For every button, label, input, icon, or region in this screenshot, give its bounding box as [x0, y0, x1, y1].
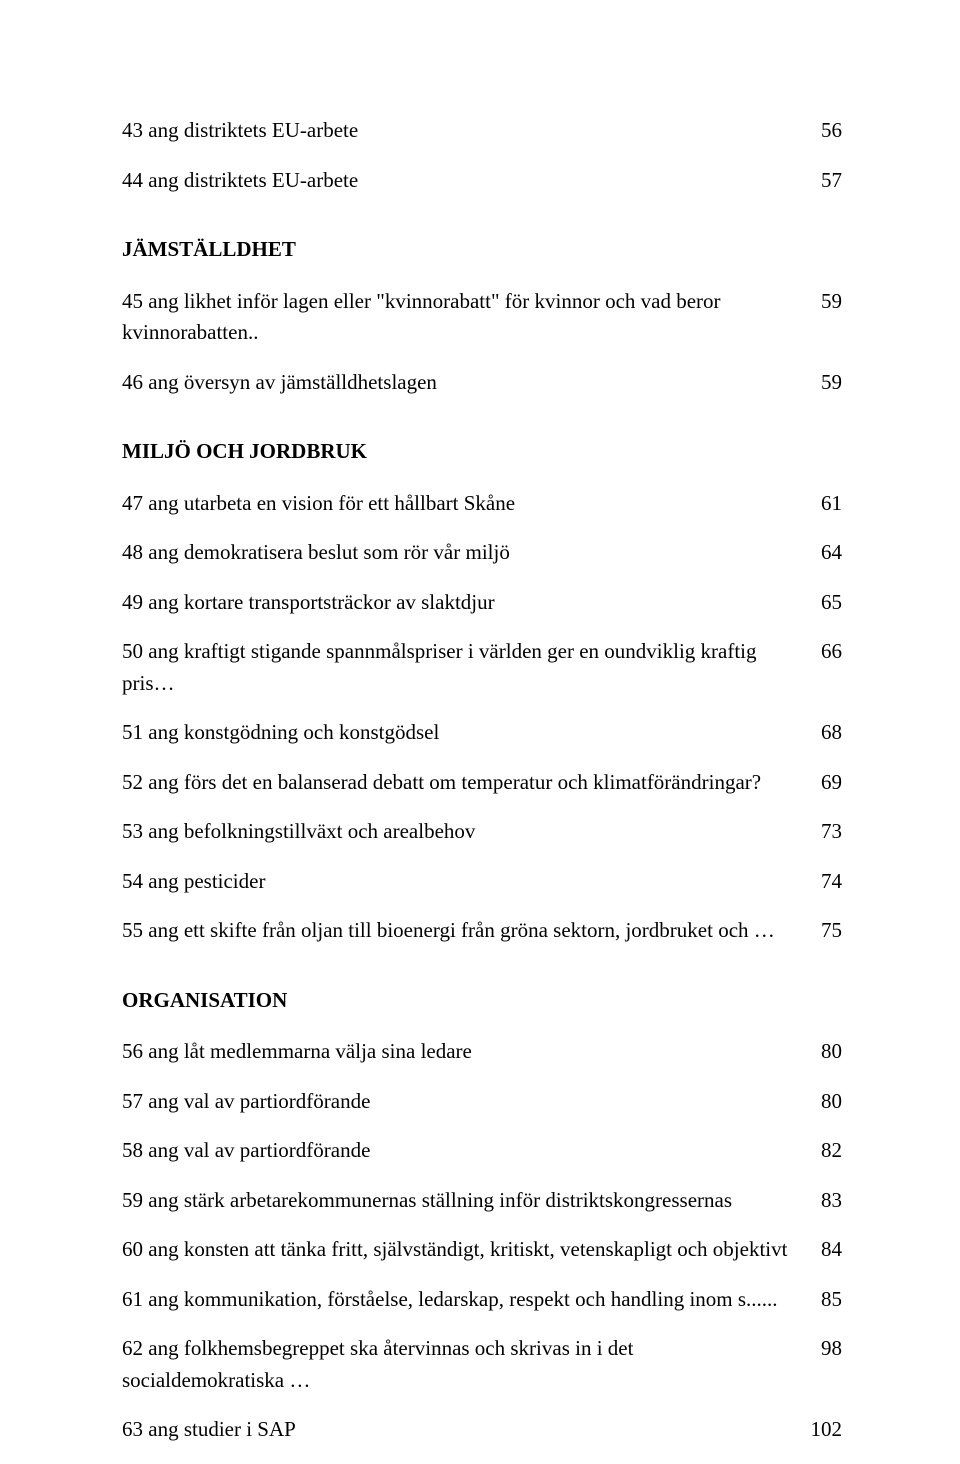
- toc-entry-page: 102: [802, 1414, 842, 1446]
- toc-entry-label: 50 ang kraftigt stigande spannmålspriser…: [122, 636, 802, 699]
- toc-entry: 45 ang likhet inför lagen eller "kvinnor…: [122, 286, 842, 349]
- toc-entry-page: 85: [802, 1284, 842, 1316]
- toc-entry-label: 61 ang kommunikation, förståelse, ledars…: [122, 1284, 802, 1316]
- toc-entry: 43 ang distriktets EU-arbete56: [122, 115, 842, 147]
- toc-entry: 57 ang val av partiordförande80: [122, 1086, 842, 1118]
- toc-entry-label: 43 ang distriktets EU-arbete: [122, 115, 802, 147]
- toc-entry-page: 80: [802, 1086, 842, 1118]
- toc-entry-page: 65: [802, 587, 842, 619]
- toc-entry: 50 ang kraftigt stigande spannmålspriser…: [122, 636, 842, 699]
- toc-entry-page: 82: [802, 1135, 842, 1167]
- table-of-contents: 43 ang distriktets EU-arbete5644 ang dis…: [0, 0, 960, 1446]
- section-heading: MILJÖ OCH JORDBRUK: [122, 436, 842, 468]
- toc-entry: 62 ang folkhemsbegreppet ska återvinnas …: [122, 1333, 842, 1396]
- toc-entry-page: 59: [802, 286, 842, 318]
- toc-entry-label: 55 ang ett skifte från oljan till bioene…: [122, 915, 802, 947]
- toc-entry-page: 68: [802, 717, 842, 749]
- toc-entry: 60 ang konsten att tänka fritt, självstä…: [122, 1234, 842, 1266]
- toc-entry-page: 66: [802, 636, 842, 668]
- toc-entry: 44 ang distriktets EU-arbete57: [122, 165, 842, 197]
- toc-entry-page: 69: [802, 767, 842, 799]
- toc-entry: 46 ang översyn av jämställdhetslagen59: [122, 367, 842, 399]
- toc-entry-page: 83: [802, 1185, 842, 1217]
- toc-entry-page: 98: [802, 1333, 842, 1365]
- toc-entry: 54 ang pesticider74: [122, 866, 842, 898]
- toc-entry: 59 ang stärk arbetarekommunernas ställni…: [122, 1185, 842, 1217]
- toc-entry-label: 53 ang befolkningstillväxt och arealbeho…: [122, 816, 802, 848]
- toc-entry-label: 59 ang stärk arbetarekommunernas ställni…: [122, 1185, 802, 1217]
- toc-entry-page: 74: [802, 866, 842, 898]
- toc-entry: 48 ang demokratisera beslut som rör vår …: [122, 537, 842, 569]
- toc-entry: 58 ang val av partiordförande82: [122, 1135, 842, 1167]
- toc-entry-label: 46 ang översyn av jämställdhetslagen: [122, 367, 802, 399]
- toc-entry-page: 73: [802, 816, 842, 848]
- toc-entry-label: 63 ang studier i SAP: [122, 1414, 802, 1446]
- toc-entry-label: 44 ang distriktets EU-arbete: [122, 165, 802, 197]
- toc-entry: 61 ang kommunikation, förståelse, ledars…: [122, 1284, 842, 1316]
- toc-entry: 63 ang studier i SAP102: [122, 1414, 842, 1446]
- toc-entry-label: 58 ang val av partiordförande: [122, 1135, 802, 1167]
- toc-entry: 53 ang befolkningstillväxt och arealbeho…: [122, 816, 842, 848]
- toc-entry-page: 56: [802, 115, 842, 147]
- section-heading: JÄMSTÄLLDHET: [122, 234, 842, 266]
- toc-entry-label: 47 ang utarbeta en vision för ett hållba…: [122, 488, 802, 520]
- toc-entry-page: 57: [802, 165, 842, 197]
- toc-entry: 56 ang låt medlemmarna välja sina ledare…: [122, 1036, 842, 1068]
- toc-entry-page: 64: [802, 537, 842, 569]
- toc-entry-page: 80: [802, 1036, 842, 1068]
- toc-entry-label: 52 ang förs det en balanserad debatt om …: [122, 767, 802, 799]
- toc-entry-label: 45 ang likhet inför lagen eller "kvinnor…: [122, 286, 802, 349]
- toc-entry-label: 54 ang pesticider: [122, 866, 802, 898]
- toc-entry-label: 56 ang låt medlemmarna välja sina ledare: [122, 1036, 802, 1068]
- toc-entry-page: 75: [802, 915, 842, 947]
- toc-entry-label: 57 ang val av partiordförande: [122, 1086, 802, 1118]
- section-heading: ORGANISATION: [122, 985, 842, 1017]
- toc-entry-label: 48 ang demokratisera beslut som rör vår …: [122, 537, 802, 569]
- toc-entry-label: 51 ang konstgödning och konstgödsel: [122, 717, 802, 749]
- toc-entry-page: 59: [802, 367, 842, 399]
- toc-entry-page: 61: [802, 488, 842, 520]
- toc-entry-label: 60 ang konsten att tänka fritt, självstä…: [122, 1234, 802, 1266]
- toc-entry-page: 84: [802, 1234, 842, 1266]
- toc-entry-label: 49 ang kortare transportsträckor av slak…: [122, 587, 802, 619]
- toc-entry: 47 ang utarbeta en vision för ett hållba…: [122, 488, 842, 520]
- toc-entry: 55 ang ett skifte från oljan till bioene…: [122, 915, 842, 947]
- toc-entry: 49 ang kortare transportsträckor av slak…: [122, 587, 842, 619]
- toc-entry-label: 62 ang folkhemsbegreppet ska återvinnas …: [122, 1333, 802, 1396]
- toc-entry: 52 ang förs det en balanserad debatt om …: [122, 767, 842, 799]
- toc-entry: 51 ang konstgödning och konstgödsel68: [122, 717, 842, 749]
